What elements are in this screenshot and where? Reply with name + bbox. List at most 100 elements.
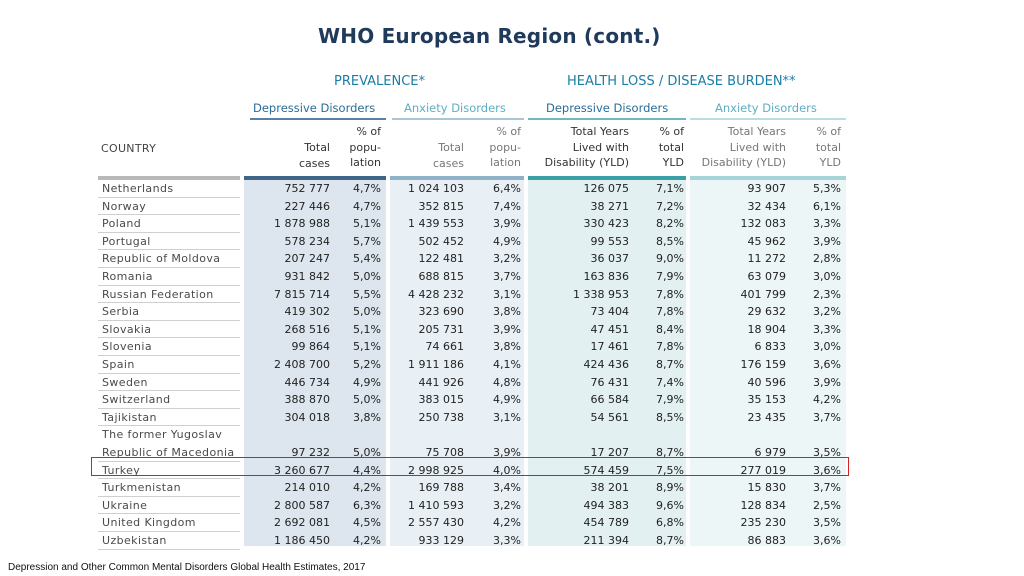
table-cell-anx-yld: 32 434 [747, 199, 787, 213]
band-prev-dep [244, 176, 386, 546]
table-cell-dep-yld-pct: 7,1% [656, 182, 684, 195]
table-cell-anx-pct: 4,9% [493, 234, 521, 248]
table-cell-anx-cases: 1 439 553 [408, 217, 464, 231]
table-cell-anx-pct: 4,9% [493, 393, 521, 407]
table-cell-anx-yld-pct: 3,6% [813, 358, 841, 371]
country-name: Uzbekistan [102, 534, 167, 547]
row-divider [98, 531, 240, 532]
country-name: Netherlands [102, 182, 174, 195]
table-cell-anx-pct: 4,8% [493, 375, 521, 389]
row-divider [98, 460, 240, 462]
underline-prev-dep [250, 118, 386, 120]
row-divider [98, 425, 240, 427]
table-cell-anx-yld: 6 833 [754, 340, 787, 354]
table-cell-dep-yld-pct: 8,7% [656, 446, 684, 459]
table-cell-dep-pct: 4,7% [353, 182, 381, 195]
row-divider [98, 319, 240, 321]
burden-anxiety-header: Anxiety Disorders [715, 101, 817, 115]
table-cell-dep-pct: 4,2% [353, 481, 381, 495]
table-cell-dep-yld: 99 553 [590, 234, 630, 248]
row-divider [98, 407, 240, 409]
table-cell-dep-pct: 5,1% [353, 322, 381, 336]
table-cell-anx-cases: 205 731 [418, 322, 465, 336]
table-cell-dep-cases: 931 842 [284, 270, 331, 283]
table-cell-anx-yld: 277 019 [740, 463, 787, 477]
table-cell-anx-yld: 6 979 [754, 446, 787, 459]
bar-prev-dep [244, 176, 386, 180]
table-cell-dep-yld: 1 338 953 [573, 287, 629, 301]
prevalence-anxiety-header: Anxiety Disorders [404, 101, 506, 115]
table-cell-anx-cases: 383 015 [418, 393, 465, 407]
header-dep-total-cases: Total cases [284, 140, 330, 171]
country-name: The former Yugoslav [102, 428, 223, 442]
header-line: Lived with [572, 140, 629, 154]
table-cell-dep-yld: 73 404 [590, 305, 630, 319]
header-line: % of [356, 125, 381, 138]
country-name: Turkmenistan [102, 481, 181, 495]
burden-depressive-header: Depressive Disorders [546, 101, 669, 115]
table-cell-anx-cases: 933 129 [418, 534, 465, 547]
country-name: Turkey [102, 463, 141, 477]
table-cell-anx-cases: 74 661 [425, 340, 465, 354]
table-cell-dep-pct: 4,2% [353, 534, 381, 547]
table-cell-dep-pct: 5,0% [353, 305, 381, 319]
table-cell-anx-cases: 352 815 [418, 199, 465, 213]
table-cell-anx-yld-pct: 3,7% [813, 410, 841, 424]
table-cell-anx-cases: 2 998 925 [408, 463, 464, 477]
table-cell-anx-pct: 3,1% [493, 410, 521, 424]
table-cell-dep-pct: 5,5% [353, 287, 381, 301]
prevalence-group-header: PREVALENCE* [334, 74, 426, 89]
header-line: Disability (YLD) [701, 156, 786, 169]
row-divider [98, 390, 240, 392]
table-cell-anx-pct: 3,9% [493, 446, 521, 459]
table-cell-anx-yld: 29 632 [747, 305, 787, 319]
table-cell-dep-yld-pct: 9,6% [656, 498, 684, 512]
header-line: total [815, 140, 841, 154]
header-line: Lived with [729, 140, 786, 154]
table-cell-dep-pct: 4,4% [353, 463, 381, 477]
table-cell-anx-pct: 3,9% [493, 322, 521, 336]
table-cell-dep-yld: 494 383 [583, 498, 630, 512]
prevalence-depressive-header: Depressive Disorders [253, 101, 376, 115]
table-cell-anx-yld-pct: 4,2% [813, 393, 841, 407]
table-cell-dep-yld-pct: 7,8% [656, 305, 684, 319]
table-cell-dep-yld: 574 459 [583, 463, 630, 477]
header-line: popu- [349, 140, 381, 154]
table-cell-anx-yld-pct: 3,6% [813, 463, 841, 477]
table-cell-anx-yld: 18 904 [747, 322, 787, 336]
table-cell-anx-yld: 23 435 [747, 410, 787, 424]
band-prev-anx [390, 176, 524, 546]
row-divider [98, 495, 240, 497]
table-cell-dep-cases: 97 232 [291, 446, 331, 459]
header-anx-yld: Total Years Lived with Disability (YLD) [690, 124, 786, 171]
table-cell-anx-cases: 2 557 430 [408, 516, 464, 530]
header-line: % of [659, 125, 684, 138]
source-footnote: Depression and Other Common Mental Disor… [8, 562, 366, 573]
country-name: Norway [102, 199, 147, 213]
row-divider [98, 548, 240, 550]
table-cell-anx-pct: 3,2% [493, 252, 521, 266]
table-cell-dep-yld-pct: 8,9% [656, 481, 684, 495]
band-burd-dep [528, 176, 686, 546]
turkey-highlight-box [91, 457, 849, 476]
table-cell-dep-pct: 4,5% [353, 516, 381, 530]
table-cell-dep-cases: 3 260 677 [274, 463, 330, 477]
table-cell-anx-pct: 3,1% [493, 287, 521, 301]
table-cell-dep-pct: 5,2% [353, 358, 381, 371]
table-cell-dep-yld: 76 431 [590, 375, 630, 389]
table-cell-dep-cases: 214 010 [284, 481, 331, 495]
table-cell-dep-cases: 304 018 [284, 410, 331, 424]
header-line: Total [304, 141, 330, 154]
row-divider [98, 372, 240, 374]
table-cell-dep-yld: 126 075 [583, 182, 630, 195]
header-line: % of [816, 125, 841, 138]
country-name: Switzerland [102, 393, 171, 407]
row-divider [98, 478, 240, 480]
page-title: WHO European Region (cont.) [318, 24, 661, 48]
header-line: cases [432, 156, 464, 170]
country-name: Ukraine [102, 498, 148, 512]
table-cell-anx-pct: 3,7% [493, 270, 521, 283]
table-cell-anx-pct: 3,8% [493, 340, 521, 354]
country-name: Slovakia [102, 322, 152, 336]
table-cell-anx-cases: 4 428 232 [408, 287, 464, 301]
